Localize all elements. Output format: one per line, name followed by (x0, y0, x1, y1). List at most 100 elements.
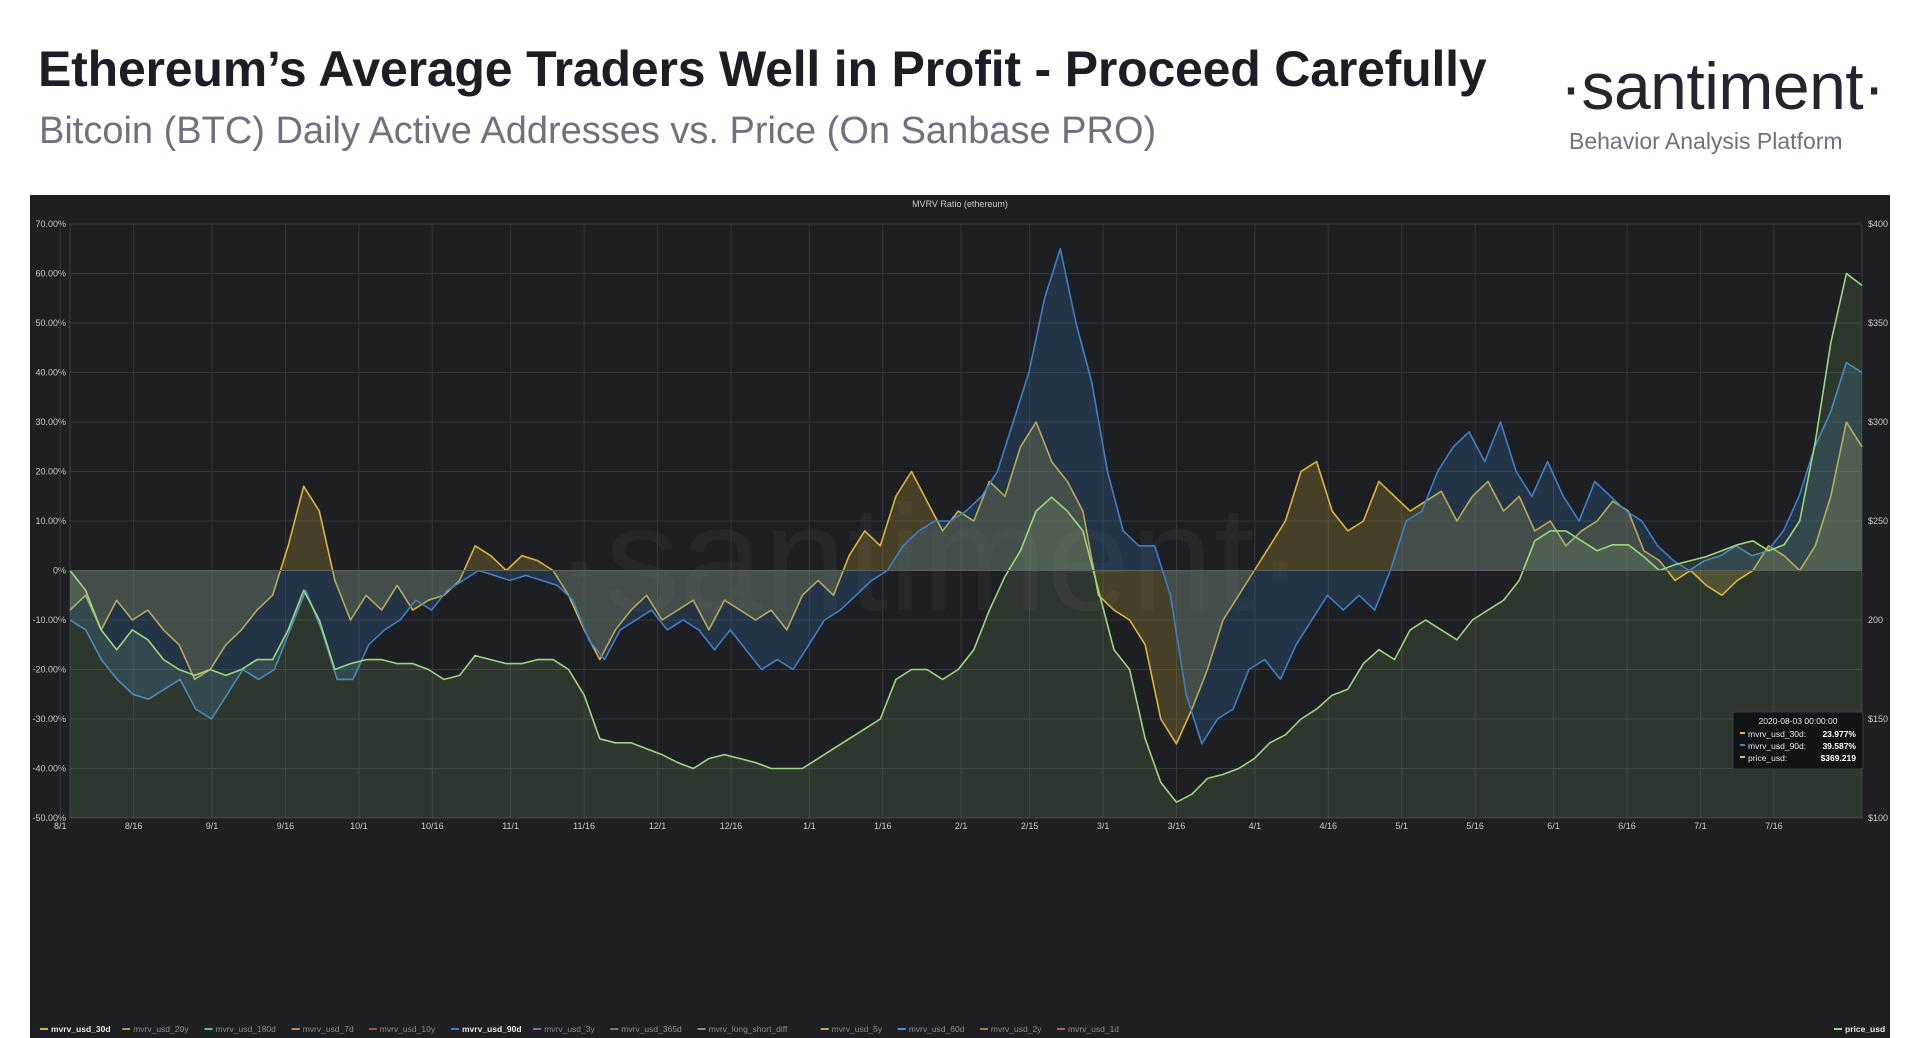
legend-swatch (533, 1028, 542, 1030)
tooltip-swatch (1740, 732, 1745, 734)
x-tick-label: 9/16 (277, 821, 295, 831)
legend-item-mvrv_usd_30d[interactable]: mvrv_usd_30d (51, 1024, 111, 1034)
y-left-tick-label: 0% (53, 566, 66, 576)
watermark: ·santiment· (555, 474, 1305, 642)
tooltip-label: mvrv_usd_30d: (1748, 729, 1806, 739)
santiment-logo: ·santiment· (1560, 49, 1885, 123)
legend-swatch (979, 1028, 988, 1030)
x-tick-label: 8/16 (125, 821, 143, 831)
tooltip-value: 23.977% (1822, 729, 1856, 739)
mvrv-chart[interactable]: ·santiment· MVRV Ratio (ethereum) 70.00% 60… (30, 195, 1890, 1038)
legend-item-mvrv_usd_180d[interactable]: mvrv_usd_180d (215, 1024, 276, 1034)
x-tick-label: 4/1 (1249, 821, 1262, 831)
x-tick-label: 11/1 (502, 821, 519, 831)
tooltip: 2020-08-03 00:00:00 mvrv_usd_30d: 23.977% m… (1732, 711, 1864, 770)
legend-swatch (122, 1028, 131, 1030)
y-right-tick-label: $150 (1868, 714, 1888, 724)
y-right-tick-label: $400 (1868, 219, 1888, 229)
x-tick-label: 10/1 (350, 821, 368, 831)
y-left-tick-label: 40.00% (35, 368, 66, 378)
x-tick-label: 2/1 (955, 821, 968, 831)
y-right-tick-label: $100 (1868, 813, 1888, 823)
legend-swatch (204, 1028, 213, 1030)
legend-item-mvrv_usd_10y[interactable]: mvrv_usd_10y (380, 1024, 436, 1034)
x-tick-label: 1/16 (874, 821, 892, 831)
y-left-tick-label: 70.00% (35, 219, 66, 229)
tooltip-value: $369.219 (1821, 753, 1857, 763)
legend-swatch (820, 1028, 829, 1030)
x-tick-label: 5/16 (1466, 821, 1484, 831)
y-left-tick-label: -30.00% (32, 714, 66, 724)
x-tick-label: 7/16 (1765, 821, 1783, 831)
y-left-tick-label: 60.00% (35, 269, 66, 279)
legend-swatch (451, 1028, 459, 1030)
y-right-tick-label: $350 (1868, 318, 1888, 328)
legend-swatch (697, 1028, 706, 1030)
legend-item-mvrv_usd_20y[interactable]: mvrv_usd_20y (133, 1024, 189, 1034)
tooltip-swatch (1740, 744, 1745, 746)
series-area-mvrv_usd_30d (70, 422, 1862, 744)
x-tick-label: 4/16 (1320, 821, 1338, 831)
x-tick-label: 2/15 (1021, 821, 1039, 831)
legend-swatch (1834, 1028, 1842, 1030)
x-tick-label: 3/16 (1168, 821, 1186, 831)
page-subtitle: Bitcoin (BTC) Daily Active Addresses vs.… (39, 110, 1157, 152)
legend-item-mvrv_usd_3y[interactable]: mvrv_usd_3y (544, 1024, 595, 1034)
legend-item-mvrv_usd_90d[interactable]: mvrv_usd_90d (462, 1024, 522, 1034)
legend-swatch (291, 1028, 300, 1030)
chart-background (30, 195, 1890, 1038)
plot-frame (69, 223, 1863, 819)
x-tick-label: 11/16 (573, 821, 595, 831)
tooltip-box (1732, 711, 1864, 770)
y-right-tick-label: $300 (1868, 417, 1888, 427)
y-left-tick-label: -50.00% (32, 813, 66, 823)
y-left-tick-label: 50.00% (35, 318, 66, 328)
header: Ethereum’s Average Traders Well in Profi… (0, 0, 1920, 192)
page-title: Ethereum’s Average Traders Well in Profi… (38, 41, 1487, 97)
legend-item-mvrv_long_short_diff[interactable]: mvrv_long_short_diff (709, 1024, 788, 1034)
y-left-tick-label: -10.00% (32, 615, 66, 625)
chart-title: MVRV Ratio (ethereum) (912, 199, 1008, 209)
x-tick-label: 12/16 (720, 821, 743, 831)
x-tick-label: 6/16 (1618, 821, 1636, 831)
legend-item-mvrv_usd_365d[interactable]: mvrv_usd_365d (621, 1024, 682, 1034)
y-left-tick-label: -40.00% (32, 764, 66, 774)
x-tick-label: 8/1 (54, 821, 67, 831)
legend-item-mvrv_usd_5y[interactable]: mvrv_usd_5y (832, 1024, 883, 1034)
x-tick-label: 10/16 (421, 821, 444, 831)
x-tick-label: 12/1 (649, 821, 667, 831)
chart-panel[interactable]: ·santiment· MVRV Ratio (ethereum) 70.00% 60… (30, 195, 1890, 1038)
legend-swatch (1057, 1028, 1065, 1030)
series-area-price_usd (70, 273, 1862, 818)
x-tick-label: 5/1 (1396, 821, 1409, 831)
legend-item-mvrv_usd_60d[interactable]: mvrv_usd_60d (909, 1024, 965, 1034)
y-left-tick-label: -20.00% (32, 665, 66, 675)
x-tick-label: 9/1 (206, 821, 219, 831)
legend-item-mvrv_usd_2y[interactable]: mvrv_usd_2y (991, 1024, 1042, 1034)
tooltip-value: 39.587% (1822, 741, 1856, 751)
x-tick-label: 6/1 (1547, 821, 1560, 831)
legend-swatch (610, 1028, 619, 1030)
legend-item-mvrv_usd_7d[interactable]: mvrv_usd_7d (303, 1024, 354, 1034)
y-left-tick-label: 20.00% (35, 467, 66, 477)
series-line-price_usd[interactable] (69, 272, 1863, 803)
x-tick-label: 1/1 (803, 821, 816, 831)
tooltip-label: price_usd: (1748, 753, 1787, 763)
series-line-mvrv_usd_30d[interactable] (69, 421, 1863, 745)
legend-item-mvrv_usd_1d[interactable]: mvrv_usd_1d (1068, 1024, 1119, 1034)
tooltip-date: 2020-08-03 00:00:00 (1759, 716, 1838, 726)
y-left-tick-label: 30.00% (35, 417, 66, 427)
y-left-tick-label: 10.00% (35, 516, 66, 526)
y-right-tick-label: $250 (1868, 516, 1888, 526)
legend-swatch (40, 1028, 48, 1030)
series-area-mvrv_usd_90d (70, 248, 1862, 744)
series-line-mvrv_usd_90d[interactable] (69, 248, 1863, 745)
x-tick-label: 7/1 (1694, 821, 1707, 831)
tooltip-label: mvrv_usd_90d: (1748, 741, 1806, 751)
legend-swatch (897, 1028, 906, 1030)
legend-swatch (368, 1028, 377, 1030)
legend-item-price-usd[interactable]: price_usd (1845, 1024, 1885, 1034)
x-tick-label: 3/1 (1097, 821, 1110, 831)
logo-tagline: Behavior Analysis Platform (1569, 128, 1843, 154)
y-right-tick-label: 200 (1868, 615, 1883, 625)
